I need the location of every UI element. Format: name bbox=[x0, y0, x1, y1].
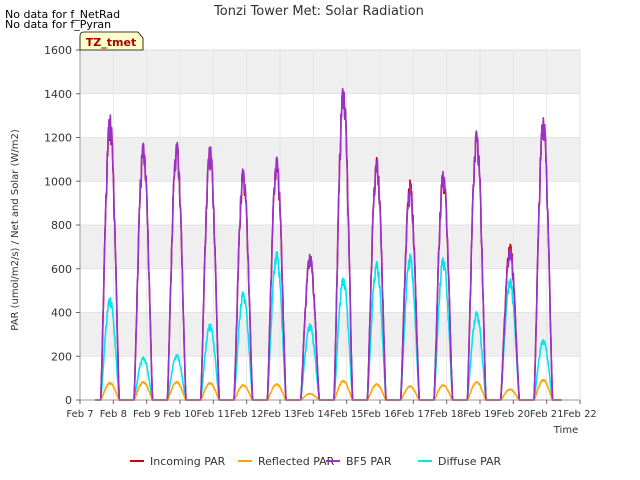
y-tick-label: 1200 bbox=[44, 132, 72, 145]
badge-label: TZ_tmet bbox=[86, 36, 136, 49]
x-tick-label: Feb 18 bbox=[430, 409, 464, 420]
y-tick-label: 0 bbox=[65, 394, 72, 407]
x-tick-label: Feb 8 bbox=[100, 409, 127, 420]
x-tick-label: Feb 12 bbox=[230, 409, 264, 420]
y-tick-label: 1400 bbox=[44, 88, 72, 101]
x-tick-label: Feb 22 bbox=[563, 409, 597, 420]
grid-band bbox=[80, 312, 580, 357]
y-axis-label: PAR (umol/m2/s) / Net and Solar (W/m2) bbox=[10, 129, 21, 331]
legend-label-reflected-par: Reflected PAR bbox=[258, 455, 335, 468]
y-tick-label: 800 bbox=[51, 219, 72, 232]
tz-tmet-badge: TZ_tmet bbox=[79, 31, 144, 51]
x-tick-label: Feb 21 bbox=[530, 409, 564, 420]
x-tick-label: Feb 11 bbox=[197, 409, 231, 420]
legend: Incoming PAR Reflected PAR BF5 PAR Diffuse … bbox=[130, 455, 502, 468]
grid-band bbox=[80, 137, 580, 182]
x-tick-label: Feb 14 bbox=[297, 409, 331, 420]
y-tick-label: 200 bbox=[51, 350, 72, 363]
y-tick-label: 600 bbox=[51, 263, 72, 276]
x-tick-label: Feb 9 bbox=[133, 409, 160, 420]
no-data-netrad-note: No data for f_NetRad bbox=[5, 8, 121, 21]
chart-title: Tonzi Tower Met: Solar Radiation bbox=[213, 4, 424, 19]
y-tick-label: 1600 bbox=[44, 44, 72, 57]
grid-band bbox=[80, 225, 580, 269]
legend-label-diffuse-par: Diffuse PAR bbox=[438, 455, 502, 468]
x-tick-label: Feb 15 bbox=[330, 409, 364, 420]
legend-label-bf5-par: BF5 PAR bbox=[346, 455, 392, 468]
x-tick-label: Feb 7 bbox=[66, 409, 93, 420]
legend-label-incoming-par: Incoming PAR bbox=[150, 455, 226, 468]
x-tick-label: Feb 19 bbox=[463, 409, 497, 420]
y-tick-label: 1000 bbox=[44, 175, 72, 188]
y-tick-label: 400 bbox=[51, 307, 72, 320]
x-tick-label: Feb 20 bbox=[497, 409, 531, 420]
x-tick-label: Feb 17 bbox=[397, 409, 431, 420]
x-tick-label: Feb 13 bbox=[263, 409, 297, 420]
x-tick-label: Feb 16 bbox=[363, 409, 397, 420]
x-axis-label: Time bbox=[553, 425, 578, 436]
no-data-pyran-note: No data for f_Pyran bbox=[5, 18, 112, 31]
x-tick-label: Feb 10 bbox=[163, 409, 197, 420]
grid-band bbox=[80, 50, 580, 94]
